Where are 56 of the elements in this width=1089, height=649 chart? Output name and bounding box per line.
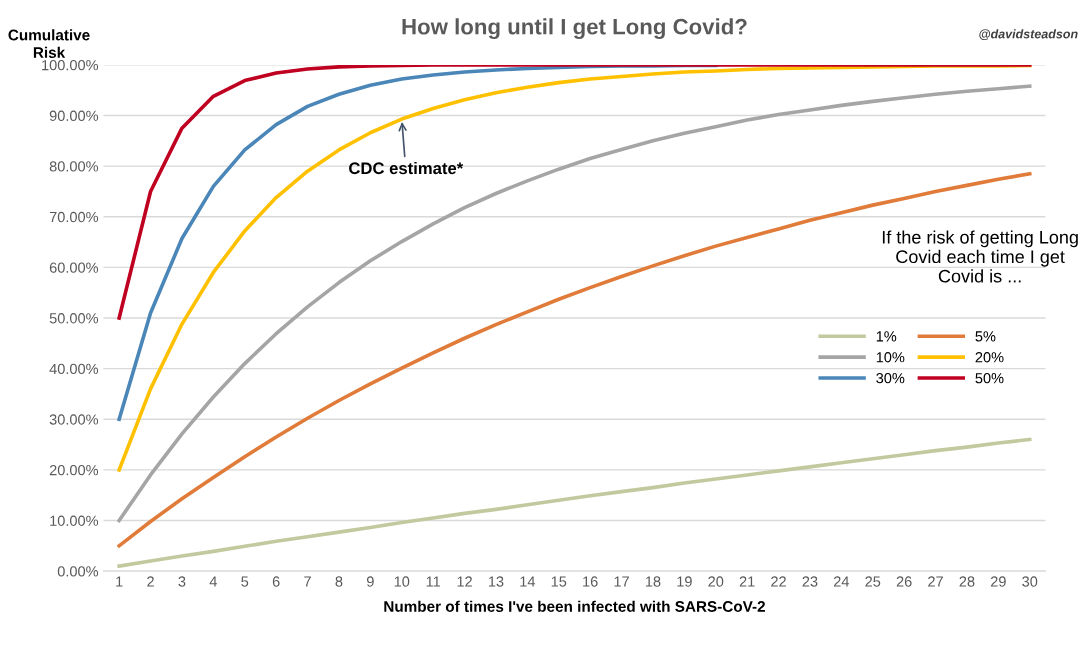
x-tick-label: 7 [304,576,311,587]
x-tick-label: 24 [833,576,850,587]
x-tick-label: 14 [520,576,536,587]
x-tick-label: 21 [739,576,755,587]
x-tick-label: 17 [614,576,629,587]
legend-label: 20% [975,352,1004,363]
y-tick-label: 40.00% [49,363,99,375]
y-tick-label: 100.00% [42,60,99,71]
line-series [117,437,1032,568]
x-tick-label: 4 [209,576,217,587]
x-tick-label: 5 [241,576,249,587]
x-tick-label: 16 [583,576,598,587]
x-tick-label: 26 [896,576,912,587]
x-tick-label: 30 [1022,576,1038,587]
x-tick-label: 23 [802,576,818,587]
annotation: CDC estimate* [349,161,464,175]
y-tick-label: 10.00% [50,515,99,526]
legend-label: 50% [975,372,1004,384]
legend-label: 5% [975,331,996,342]
y-tick-label: 90.00% [49,110,99,121]
line-series [117,64,1032,320]
x-tick-label: 28 [959,576,975,587]
y-tick-label: 70.00% [49,211,99,223]
x-tick-label: 22 [771,576,786,587]
x-tick-label: 29 [990,576,1006,587]
x-tick-label: 20 [708,576,724,587]
x-tick-label: 27 [928,576,943,587]
x-tick-label: 1 [116,576,123,587]
x-tick-label: 11 [426,576,441,587]
legend-title: If the risk of getting Long Covid each time I get Covid is ... [882,230,1078,283]
y-tick-label: 30.00% [49,414,99,425]
x-tick-label: 6 [272,576,280,587]
text: @davidsteadson [979,29,1078,41]
x-tick-label: 2 [147,576,154,587]
legend-label: 1% [876,331,897,342]
x-tick-label: 12 [457,576,472,587]
x-tick-label: 13 [488,576,504,587]
legend-label: 10% [876,352,905,363]
y-tick-label: 20.00% [49,464,99,476]
x-tick-label: 8 [335,576,343,587]
legend-label: 30% [876,372,905,384]
y-axis-title: Cumulative Risk [8,29,90,58]
chart-title: How long until I get Long Covid? [402,18,747,40]
x-tick-label: 15 [551,576,567,587]
x-tick-label: 25 [865,576,881,587]
x-tick-label: 9 [366,576,374,587]
x-tick-label: 18 [645,576,661,587]
x-axis-title: Number of times I've been infected with SARS-CoV-2 [384,600,765,612]
y-tick-label: 80.00% [49,161,99,172]
y-tick-label: 60.00% [49,262,99,273]
x-tick-label: 19 [677,576,692,587]
line-series [117,84,1032,523]
y-tick-label: 0.00% [57,566,99,577]
y-tick-label: 50.00% [49,313,99,324]
x-tick-label: 3 [178,576,186,587]
x-tick-label: 10 [394,576,410,587]
